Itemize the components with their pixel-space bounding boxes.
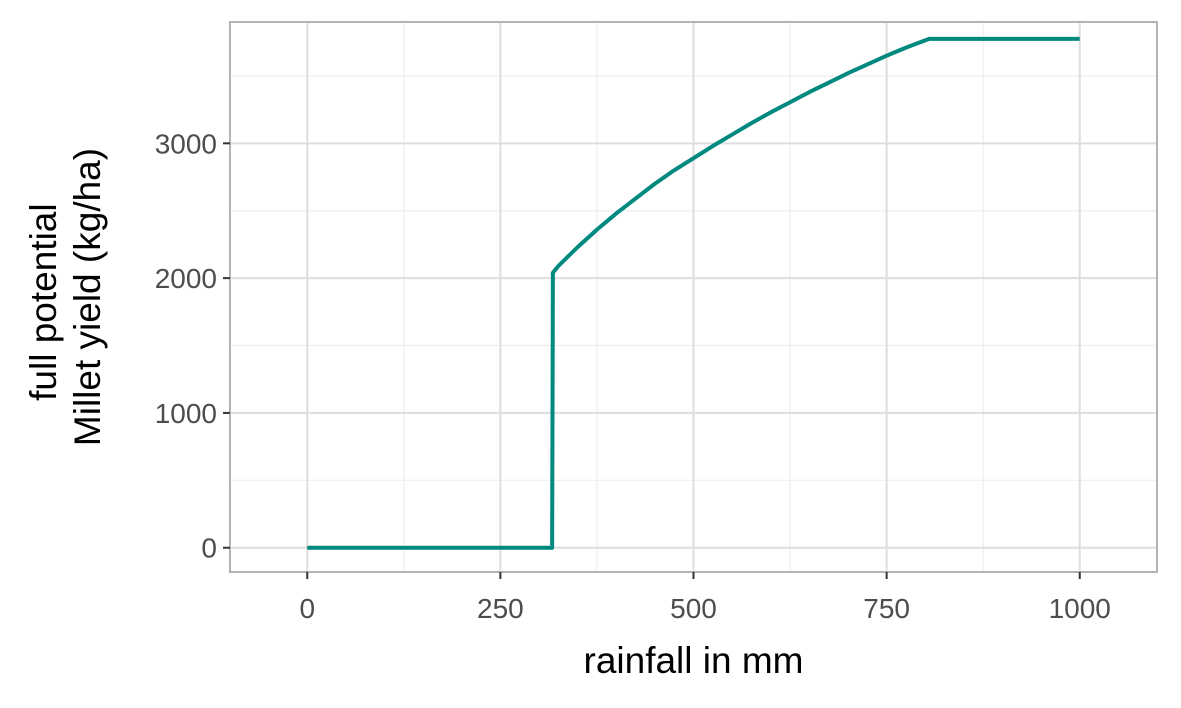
major-gridlines <box>230 22 1157 572</box>
x-tick-label: 0 <box>299 593 315 624</box>
x-axis-ticks <box>306 572 1081 579</box>
y-tick-label: 2000 <box>155 263 217 294</box>
x-axis-tick-labels: 0 250 500 750 1000 <box>299 593 1110 624</box>
y-axis-title-line-1: full potential <box>23 203 64 400</box>
series-layer <box>307 36 1080 550</box>
x-tick-label: 250 <box>477 593 524 624</box>
x-axis-title: rainfall in mm <box>584 640 804 681</box>
x-tick-label: 750 <box>863 593 910 624</box>
y-axis-title: full potential Millet yield (kg/ha) <box>23 148 108 446</box>
x-tick-label: 1000 <box>1049 593 1111 624</box>
x-tick-label: 500 <box>670 593 717 624</box>
y-axis-tick-labels: 0 1000 2000 3000 <box>155 128 217 563</box>
y-axis-ticks <box>223 142 230 549</box>
y-tick-label: 0 <box>201 533 217 564</box>
yield-line <box>307 36 1080 550</box>
y-tick-label: 1000 <box>155 398 217 429</box>
y-tick-label: 3000 <box>155 128 217 159</box>
y-axis-title-line-2: Millet yield (kg/ha) <box>67 148 108 446</box>
